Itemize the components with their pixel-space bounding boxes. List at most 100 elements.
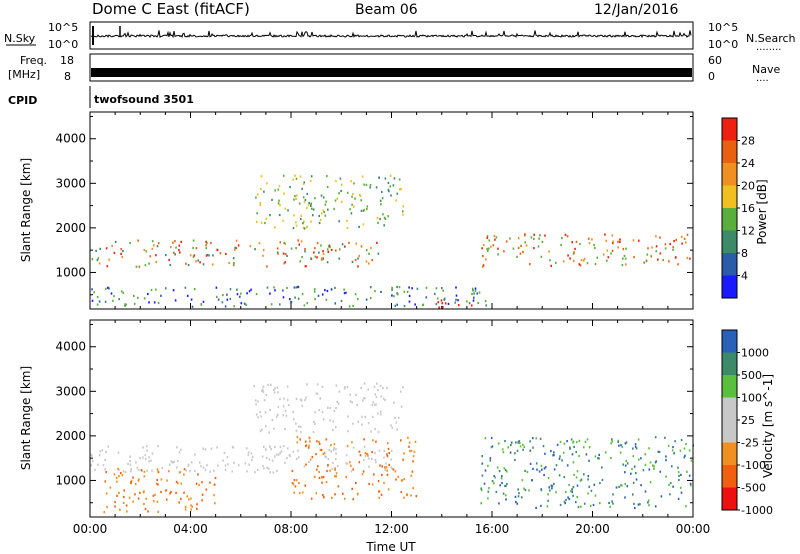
echo-cell [531, 479, 533, 482]
echo-cell [624, 464, 627, 467]
echo-cell [335, 249, 337, 252]
echo-cell [260, 221, 263, 224]
echo-cell [268, 431, 270, 434]
echo-cell [650, 255, 653, 258]
echo-cell [293, 214, 295, 217]
echo-cell [517, 246, 520, 249]
echo-cell [104, 468, 106, 471]
echo-cell [369, 296, 372, 300]
echo-cell [648, 447, 650, 450]
echo-cell [373, 473, 375, 476]
echo-cell [343, 387, 346, 390]
echo-cell [303, 220, 305, 223]
echo-cell [381, 465, 383, 468]
echo-cell [621, 445, 624, 449]
echo-cell [551, 487, 553, 490]
echo-cell [322, 476, 325, 479]
echo-cell [575, 476, 578, 479]
echo-cell [680, 235, 683, 238]
echo-cell [401, 479, 404, 482]
echo-cell [260, 389, 263, 392]
velocity-x-axis: 00:00 04:00 08:00 12:00 16:00 20:00 00:00 [73, 320, 711, 536]
echo-cell [165, 498, 168, 501]
echo-cell [482, 264, 485, 267]
echo-cell [292, 450, 295, 453]
echo-cell [487, 247, 490, 250]
echo-cell [273, 455, 276, 458]
echo-cell [626, 462, 629, 465]
echo-cell [304, 484, 306, 487]
echo-cell [366, 205, 369, 208]
echo-cell [578, 439, 581, 442]
echo-cell [664, 247, 667, 250]
echo-cell [310, 257, 313, 261]
echo-cell [98, 262, 101, 265]
x-tick-label: 00:00 [676, 522, 711, 536]
echo-cell [190, 504, 192, 507]
echo-cell [233, 262, 235, 265]
echo-cell [295, 224, 298, 227]
echo-cell [440, 299, 443, 302]
echo-cell [314, 411, 316, 414]
echo-cell [544, 452, 546, 455]
echo-cell [401, 210, 404, 213]
echo-cell [547, 493, 549, 496]
echo-cell [393, 295, 395, 298]
echo-cell [505, 498, 507, 501]
echo-cell [386, 473, 389, 476]
echo-cell [289, 301, 292, 304]
echo-cell [143, 297, 146, 300]
echo-cell [384, 217, 387, 220]
echo-cell [270, 303, 273, 306]
echo-cell [354, 259, 357, 262]
echo-cell [388, 190, 390, 193]
echo-cell [315, 453, 317, 456]
echo-cell [664, 243, 667, 246]
echo-cell [309, 440, 311, 443]
echo-cell [139, 491, 141, 494]
freq-label: Freq. [20, 54, 47, 67]
echo-cell [665, 459, 667, 462]
echo-cell [632, 455, 635, 458]
echo-cell [365, 183, 368, 186]
echo-cell [529, 440, 531, 443]
echo-cell [144, 264, 147, 267]
echo-cell [571, 488, 574, 491]
echo-cell [317, 294, 320, 297]
power-y-axis: 1000 2000 3000 4000 [55, 115, 693, 296]
echo-cell [664, 436, 666, 439]
echo-cell [253, 384, 256, 388]
echo-cell [107, 445, 110, 448]
echo-cell [143, 502, 145, 505]
echo-cell [588, 485, 590, 488]
echo-cell [303, 465, 306, 468]
echo-cell [316, 242, 319, 245]
echo-cell [270, 448, 272, 451]
echo-cell [351, 203, 353, 206]
echo-cell [552, 454, 554, 457]
velocity-plot-bg [90, 320, 693, 517]
echo-cell [205, 240, 207, 243]
echo-cell [516, 449, 519, 452]
echo-cell [576, 495, 578, 499]
echo-cell [135, 265, 138, 268]
echo-cell [313, 251, 315, 254]
colorbar-tick-label: 100 [741, 392, 762, 405]
echo-cell [274, 289, 276, 292]
echo-cell [548, 486, 550, 489]
echo-cell [99, 450, 101, 453]
echo-cell [235, 239, 238, 242]
echo-cell [295, 247, 297, 250]
echo-cell [304, 247, 306, 251]
echo-cell [638, 239, 640, 242]
echo-cell [495, 236, 498, 239]
echo-cell [160, 478, 163, 481]
echo-cell [455, 286, 457, 289]
echo-cell [434, 292, 436, 296]
echo-cell [267, 383, 269, 386]
echo-cell [155, 254, 157, 257]
echo-cell [117, 467, 119, 470]
echo-cell [425, 286, 428, 289]
echo-cell [690, 484, 692, 487]
echo-cell [112, 299, 114, 302]
